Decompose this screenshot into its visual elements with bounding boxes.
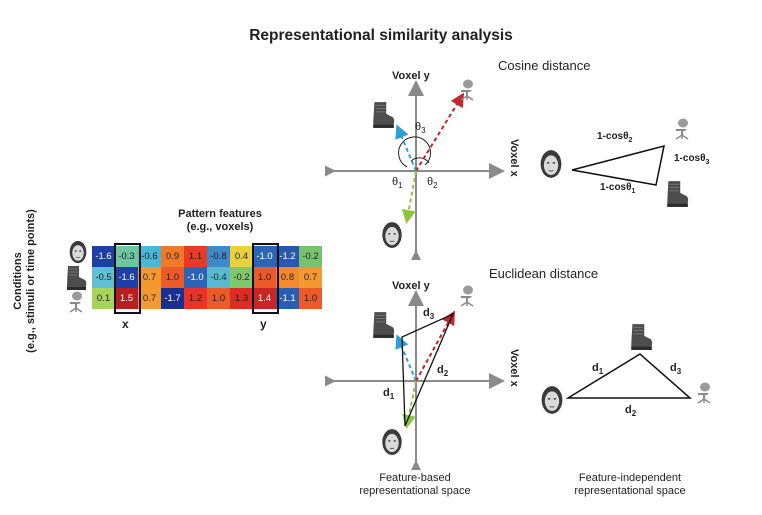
- theta2-label: θ2: [427, 176, 438, 191]
- matrix-cell: 1.2: [184, 288, 207, 309]
- pattern-matrix: -1.6 -0.3 -0.6 0.9 1.1 -0.8 0.4 -1.0 -1.2 -0.2 -0.…: [92, 246, 322, 309]
- matrix-cell: -0.5: [92, 267, 115, 288]
- matrix-side-line1: Conditions: [12, 252, 24, 310]
- matrix-side-label: Conditions (e.g., stimuli or time points…: [12, 201, 38, 361]
- boot-vector: [395, 124, 417, 172]
- matrix-cell: 0.9: [161, 246, 184, 267]
- feature-independent-line1: Feature-independent: [578, 472, 682, 484]
- face-vector: [401, 170, 417, 224]
- matrix-cell: -0.2: [299, 246, 322, 267]
- matrix-cell: 0.8: [276, 267, 299, 288]
- matrix-cell: -1.1: [276, 288, 299, 309]
- matrix-cell: 1.4: [253, 288, 276, 309]
- matrix-cell: 1.5: [115, 288, 138, 309]
- boot-icon: [372, 311, 395, 339]
- x-column-label: x: [122, 317, 129, 331]
- matrix-cell: 1.0: [161, 267, 184, 288]
- euclidean-dist-triangle: [565, 353, 692, 399]
- tri-d3-label: d3: [670, 362, 682, 377]
- matrix-cell: 1.0: [207, 288, 230, 309]
- matrix-cell: 1.3: [230, 288, 253, 309]
- matrix-cell: -1.2: [276, 246, 299, 267]
- matrix-cell: -0.8: [207, 246, 230, 267]
- cosine-edge-top: 1-cosθ2: [597, 131, 633, 144]
- feature-based-caption: Feature-based representational space: [335, 472, 495, 498]
- matrix-cell: 1.0: [253, 267, 276, 288]
- euclidean-plot: [325, 290, 505, 470]
- y-column-label: y: [260, 317, 267, 331]
- cosine-voxel-y-label: Voxel y: [392, 70, 430, 82]
- cosine-plot: [325, 80, 505, 260]
- boot-icon: [66, 265, 87, 291]
- theta1-label: θ1: [392, 176, 403, 191]
- cosine-edge-right: 1-cosθ3: [674, 153, 710, 166]
- chair-vector: [415, 310, 455, 382]
- face-icon: [69, 240, 87, 264]
- matrix-cell: 0.7: [138, 288, 161, 309]
- matrix-header-line2: (e.g., voxels): [186, 221, 254, 233]
- matrix-cell: -0.6: [138, 246, 161, 267]
- matrix-cell: -0.4: [207, 267, 230, 288]
- matrix-cell: -1.7: [161, 288, 184, 309]
- feature-based-line1: Feature-based: [379, 472, 451, 484]
- feature-independent-line2: representational space: [574, 485, 686, 497]
- tri-d1-label: d1: [592, 362, 604, 377]
- face-icon: [540, 149, 562, 179]
- boot-icon: [666, 180, 689, 208]
- matrix-cell: -1.6: [115, 267, 138, 288]
- cosine-edge-bottom: 1-cosθ1: [600, 182, 636, 195]
- matrix-cell: 0.4: [230, 246, 253, 267]
- boot-icon: [630, 323, 653, 351]
- y-column-highlight: [252, 243, 279, 314]
- boot-vector: [395, 334, 417, 382]
- euclidean-triangle: [401, 312, 455, 427]
- face-icon: [381, 221, 403, 249]
- chair-icon: [69, 291, 83, 313]
- euclidean-voxel-y-label: Voxel y: [392, 280, 430, 292]
- euclidean-heading: Euclidean distance: [489, 266, 599, 281]
- tri-d2-label: d2: [625, 404, 637, 419]
- boot-icon: [372, 101, 395, 129]
- chair-vector: [415, 92, 465, 172]
- matrix-cell: 1.0: [299, 288, 322, 309]
- face-icon: [381, 428, 403, 456]
- d2-label: d2: [437, 364, 449, 379]
- theta3-label: θ3: [415, 121, 426, 136]
- face-icon: [541, 385, 563, 415]
- matrix-cell: 0.7: [138, 267, 161, 288]
- cosine-triangle: [571, 144, 665, 186]
- matrix-cell: -0.2: [230, 267, 253, 288]
- matrix-cell: 0.1: [92, 288, 115, 309]
- matrix-side-line2: (e.g., stimuli or time points): [25, 209, 37, 353]
- x-column-highlight: [114, 243, 141, 314]
- chair-icon: [460, 285, 474, 307]
- matrix-header-line1: Pattern features: [178, 208, 262, 220]
- matrix-cell: -1.0: [253, 246, 276, 267]
- d1-label: d1: [383, 387, 395, 402]
- chair-icon: [675, 118, 689, 140]
- chair-icon: [697, 382, 711, 404]
- chair-icon: [460, 79, 474, 101]
- d3-label: d3: [423, 307, 435, 322]
- feature-independent-caption: Feature-independent representational spa…: [550, 472, 710, 498]
- matrix-cell: -1.0: [184, 267, 207, 288]
- matrix-header: Pattern features (e.g., voxels): [150, 208, 290, 234]
- euclidean-voxel-x-label: Voxel x: [508, 349, 520, 387]
- matrix-cell: 1.1: [184, 246, 207, 267]
- cosine-heading: Cosine distance: [498, 58, 591, 73]
- matrix-cell: -0.3: [115, 246, 138, 267]
- cosine-voxel-x-label: Voxel x: [508, 139, 520, 177]
- matrix-cell: 0.7: [299, 267, 322, 288]
- diagram-title: Representational similarity analysis: [249, 27, 513, 44]
- feature-based-line2: representational space: [359, 485, 471, 497]
- matrix-cell: -1.6: [92, 246, 115, 267]
